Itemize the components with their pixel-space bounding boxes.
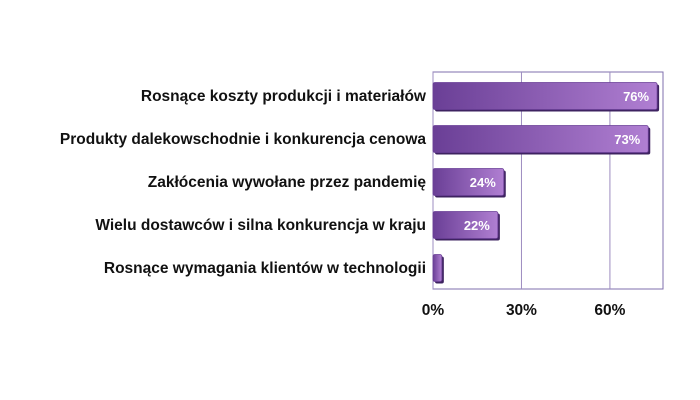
category-label: Rosnące koszty produkcji i materiałów xyxy=(141,88,427,105)
bar xyxy=(432,211,499,239)
value-label: 22% xyxy=(464,218,490,233)
category-label: Zakłócenia wywołane przez pandemię xyxy=(148,174,427,191)
bar xyxy=(432,82,658,110)
bar xyxy=(432,125,649,153)
bar xyxy=(432,168,505,196)
category-label: Wielu dostawców i silna konkurencja w kr… xyxy=(95,217,426,234)
value-label: 73% xyxy=(614,132,640,147)
bar-layer xyxy=(432,82,660,284)
label-layer: 0% 30% 60% Rosnące koszty produkcji i mater… xyxy=(60,88,650,319)
x-tick-label: 0% xyxy=(422,302,445,319)
x-tick-label: 30% xyxy=(506,302,537,319)
bar xyxy=(432,254,443,282)
value-label: 24% xyxy=(470,175,496,190)
category-label: Rosnące wymagania klientów w technologii xyxy=(104,260,426,277)
x-tick-label: 60% xyxy=(594,302,625,319)
category-label: Produkty dalekowschodnie i konkurencja c… xyxy=(60,131,426,148)
value-label: 76% xyxy=(623,89,649,104)
